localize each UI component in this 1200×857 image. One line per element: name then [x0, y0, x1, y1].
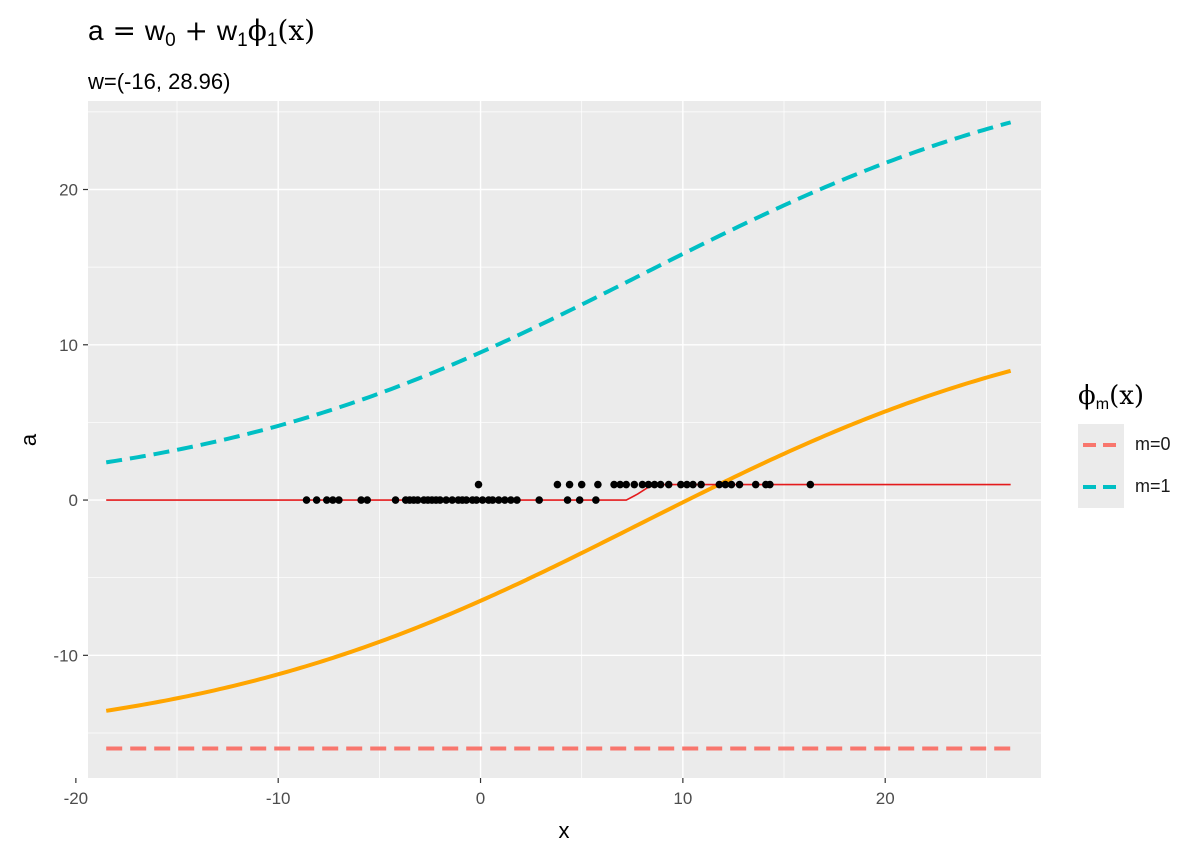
data-point — [442, 496, 450, 504]
data-point — [689, 480, 697, 489]
data-point — [622, 480, 631, 489]
data-point — [677, 480, 685, 489]
data-point — [727, 480, 736, 489]
data-point — [683, 480, 691, 489]
title-equals: = — [103, 14, 145, 47]
data-point — [664, 480, 673, 489]
data-point — [644, 480, 653, 489]
data-point — [391, 496, 400, 504]
series-boundary — [106, 483, 1011, 501]
title-phi: ϕ — [247, 14, 267, 47]
legend-label-m1: m=1 — [1135, 476, 1171, 496]
data-point — [488, 496, 497, 504]
data-point — [414, 496, 422, 504]
legend-title: ϕm(x) — [1078, 381, 1178, 414]
y-axis: -10 0 10 20 — [53, 181, 88, 665]
legend-title-sub: m — [1095, 396, 1110, 413]
data-point — [322, 496, 331, 504]
data-point — [650, 480, 659, 489]
series-activation — [105, 368, 1012, 713]
title-plus: + — [175, 14, 217, 47]
title-w1: w — [216, 15, 238, 46]
y-axis-label: a — [16, 433, 41, 446]
y-tick-label: 20 — [59, 181, 78, 200]
y-tick-label: -10 — [53, 646, 78, 665]
data-point — [513, 496, 521, 504]
data-point — [751, 480, 760, 489]
legend-title-arg: (x) — [1109, 381, 1145, 411]
data-point — [474, 480, 483, 489]
data-point — [507, 496, 515, 504]
y-tick-label: 10 — [59, 336, 78, 355]
data-point — [436, 496, 444, 504]
title-w0: w — [144, 15, 166, 46]
data-point — [577, 480, 586, 489]
title-lhs: a — [88, 15, 104, 46]
series-layer — [105, 120, 1012, 751]
grid-minor — [88, 101, 1041, 778]
legend-key-m0 — [1078, 424, 1124, 466]
chart-title: a = w0 + w1ϕ1(x) — [88, 14, 315, 52]
data-point — [462, 496, 471, 504]
points-layer — [302, 480, 815, 504]
data-point — [535, 496, 544, 504]
data-point — [472, 496, 481, 504]
data-point — [610, 480, 618, 489]
data-point — [697, 480, 705, 489]
data-point — [630, 480, 639, 489]
plot-panel — [88, 101, 1041, 778]
data-point — [565, 480, 574, 489]
data-point — [553, 480, 562, 489]
data-point — [357, 496, 365, 504]
title-phi-sub: 1 — [266, 30, 278, 51]
data-point — [721, 480, 730, 489]
chart-subtitle: w=(-16, 28.96) — [88, 69, 231, 94]
data-point — [501, 496, 509, 504]
legend-label-m0: m=0 — [1135, 434, 1171, 454]
data-point — [766, 480, 774, 489]
legend-title-phi: ϕ — [1078, 381, 1096, 411]
x-tick-label: -20 — [64, 789, 89, 808]
x-tick-label: 10 — [673, 789, 692, 808]
data-point — [806, 480, 815, 489]
legend-item-m1: m=1 — [1078, 466, 1178, 508]
data-point — [494, 496, 503, 504]
data-point — [335, 496, 343, 504]
x-axis: -20 -10 0 10 20 — [64, 778, 895, 808]
data-point — [363, 496, 372, 504]
legend-key-m1 — [1078, 466, 1124, 508]
data-point — [575, 496, 584, 504]
series-phi1-scaled — [105, 120, 1012, 465]
data-point — [735, 480, 744, 489]
y-tick-label: 0 — [69, 491, 78, 510]
data-point — [616, 480, 624, 489]
data-point — [594, 480, 602, 489]
data-point — [592, 496, 600, 504]
x-axis-label: x — [559, 818, 570, 843]
data-point — [638, 480, 647, 489]
data-point — [302, 496, 311, 504]
data-point — [329, 496, 337, 504]
title-arg: (x) — [277, 14, 316, 47]
title-w1-sub: 1 — [237, 30, 248, 51]
legend-item-m0: m=0 — [1078, 424, 1178, 466]
data-point — [478, 496, 487, 504]
x-tick-label: 0 — [476, 789, 485, 808]
legend: ϕm(x) m=0 m=1 — [1078, 381, 1178, 508]
data-point — [448, 496, 457, 504]
title-w0-sub: 0 — [165, 30, 176, 51]
data-point — [656, 480, 665, 489]
x-tick-label: -10 — [266, 789, 291, 808]
data-point — [563, 496, 572, 504]
x-tick-label: 20 — [876, 789, 895, 808]
data-point — [312, 496, 321, 504]
data-point — [715, 480, 724, 489]
